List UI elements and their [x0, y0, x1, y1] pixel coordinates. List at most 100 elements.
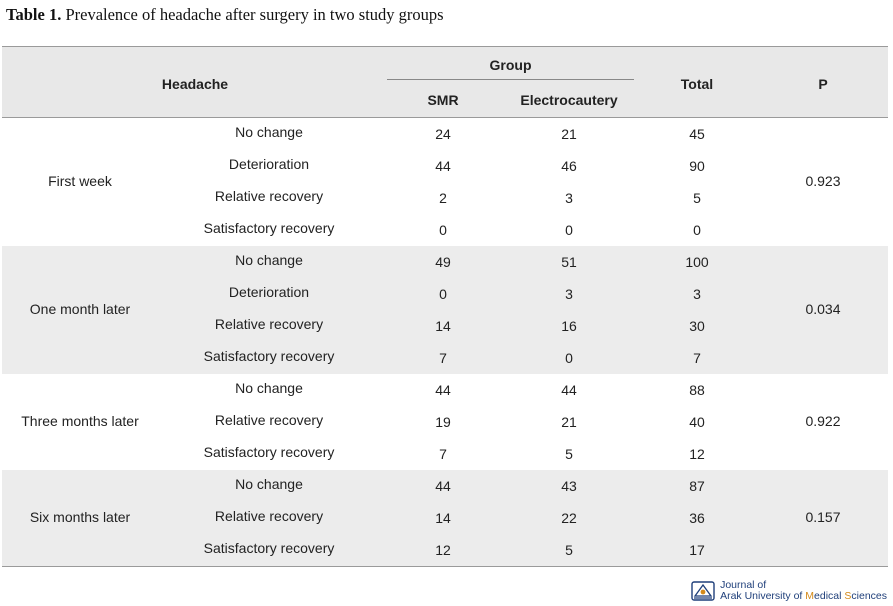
row-subcategory: No change: [235, 476, 303, 492]
journal-logo-icon: [691, 581, 715, 601]
row-smr-value: 2: [439, 190, 447, 206]
row-electrocautery-value: 46: [561, 158, 577, 174]
row-total-value: 3: [693, 286, 701, 302]
row-total-value: 40: [689, 414, 705, 430]
journal-footer: Journal of Arak University of Medical Sc…: [690, 578, 887, 604]
row-smr-value: 7: [439, 350, 447, 366]
table-row: Satisfactory recovery 0 0 0: [2, 214, 888, 246]
row-electrocautery-value: 5: [565, 542, 573, 558]
table-row: Deterioration 44 46 90: [2, 150, 888, 182]
row-subcategory: Relative recovery: [214, 316, 324, 332]
header-smr: SMR: [427, 92, 459, 108]
row-subcategory: Satisfactory recovery: [203, 348, 335, 364]
row-total-value: 5: [693, 190, 701, 206]
table-row: Satisfactory recovery 12 5 17: [2, 534, 888, 566]
table-section: Six months later 0.157 No change 44 43 87 Rela…: [2, 470, 888, 566]
row-subcategory: Deterioration: [228, 284, 310, 300]
row-smr-value: 12: [435, 542, 451, 558]
row-total-value: 88: [689, 382, 705, 398]
row-electrocautery-value: 21: [561, 414, 577, 430]
section-label: Three months later: [21, 413, 139, 429]
row-total-value: 100: [685, 254, 709, 270]
row-total-value: 0: [693, 222, 701, 238]
row-electrocautery-value: 3: [565, 190, 573, 206]
row-electrocautery-value: 51: [561, 254, 577, 270]
row-total-value: 12: [689, 446, 705, 462]
table-row: No change 49 51 100: [2, 246, 888, 278]
row-total-value: 17: [689, 542, 705, 558]
row-electrocautery-value: 3: [565, 286, 573, 302]
row-smr-value: 19: [435, 414, 451, 430]
row-subcategory: No change: [235, 124, 303, 140]
section-p-value: 0.922: [805, 413, 841, 429]
header-bottom-rule: [2, 117, 888, 118]
table-row: Satisfactory recovery 7 5 12: [2, 438, 888, 470]
row-subcategory: Relative recovery: [214, 188, 324, 204]
row-smr-value: 44: [435, 158, 451, 174]
row-electrocautery-value: 44: [561, 382, 577, 398]
row-total-value: 30: [689, 318, 705, 334]
table-caption-text: Prevalence of headache after surgery in …: [61, 5, 444, 24]
table-row: Deterioration 0 3 3: [2, 278, 888, 310]
row-subcategory: Relative recovery: [214, 508, 324, 524]
table-row: No change 24 21 45: [2, 118, 888, 150]
row-total-value: 87: [689, 478, 705, 494]
row-subcategory: No change: [235, 252, 303, 268]
group-rule: [387, 79, 634, 80]
row-electrocautery-value: 0: [565, 350, 573, 366]
row-total-value: 45: [689, 126, 705, 142]
table-section: Three months later 0.922 No change 44 44 88 Re…: [2, 374, 888, 470]
row-total-value: 36: [689, 510, 705, 526]
row-smr-value: 0: [439, 286, 447, 302]
row-total-value: 7: [693, 350, 701, 366]
table-row: Relative recovery 14 22 36: [2, 502, 888, 534]
row-electrocautery-value: 5: [565, 446, 573, 462]
header-total: Total: [680, 76, 714, 92]
section-p-value: 0.157: [805, 509, 841, 525]
row-electrocautery-value: 43: [561, 478, 577, 494]
row-subcategory: Relative recovery: [214, 412, 324, 428]
table-header: Headache Group SMR Electrocautery Total …: [2, 47, 888, 117]
row-smr-value: 0: [439, 222, 447, 238]
table-row: Relative recovery 14 16 30: [2, 310, 888, 342]
row-smr-value: 49: [435, 254, 451, 270]
header-group: Group: [489, 57, 532, 73]
row-smr-value: 14: [435, 318, 451, 334]
journal-name-ciences: ciences: [851, 590, 887, 602]
section-label: One month later: [29, 301, 131, 317]
table-caption-label: Table 1.: [6, 5, 62, 24]
table-section: First week 0.923 No change 24 21 45 Deteriorat…: [2, 118, 888, 246]
journal-name-arak: Arak University of: [720, 590, 806, 602]
row-smr-value: 44: [435, 478, 451, 494]
row-electrocautery-value: 22: [561, 510, 577, 526]
table-top-rule: [2, 46, 888, 47]
journal-name-s: S: [844, 590, 852, 602]
row-electrocautery-value: 21: [561, 126, 577, 142]
row-subcategory: Satisfactory recovery: [203, 444, 335, 460]
journal-name-line2: Arak University of Medical Sciences: [720, 591, 887, 602]
row-smr-value: 24: [435, 126, 451, 142]
row-subcategory: Satisfactory recovery: [203, 540, 335, 556]
row-subcategory: Deterioration: [228, 156, 310, 172]
row-smr-value: 7: [439, 446, 447, 462]
table-caption: Table 1. Prevalence of headache after su…: [6, 5, 444, 25]
table-row: No change 44 44 88: [2, 374, 888, 406]
row-smr-value: 44: [435, 382, 451, 398]
header-headache: Headache: [161, 76, 229, 92]
section-label: Six months later: [29, 509, 131, 525]
section-label: First week: [48, 173, 112, 189]
table-row: Satisfactory recovery 7 0 7: [2, 342, 888, 374]
journal-name-edical: edical: [814, 590, 845, 602]
table-row: Relative recovery 2 3 5: [2, 182, 888, 214]
row-smr-value: 14: [435, 510, 451, 526]
row-subcategory: Satisfactory recovery: [203, 220, 335, 236]
table-section: One month later 0.034 No change 49 51 100 Dete…: [2, 246, 888, 374]
row-electrocautery-value: 0: [565, 222, 573, 238]
row-total-value: 90: [689, 158, 705, 174]
header-electrocautery: Electrocautery: [520, 92, 618, 108]
journal-name: Journal of Arak University of Medical Sc…: [720, 580, 887, 602]
section-p-value: 0.034: [805, 301, 841, 317]
header-p: P: [818, 76, 828, 92]
table-row: Relative recovery 19 21 40: [2, 406, 888, 438]
journal-name-m: M: [805, 590, 815, 602]
